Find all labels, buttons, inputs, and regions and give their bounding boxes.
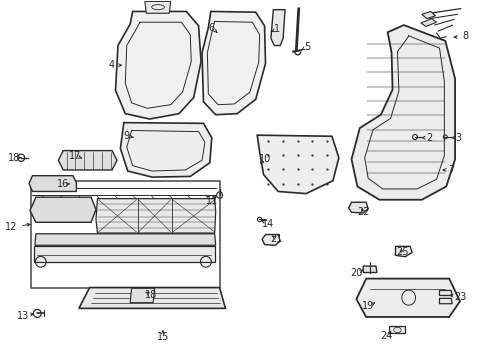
Polygon shape bbox=[145, 1, 171, 13]
Text: 6: 6 bbox=[209, 23, 215, 33]
Polygon shape bbox=[363, 266, 377, 273]
Polygon shape bbox=[34, 246, 215, 262]
Polygon shape bbox=[96, 199, 216, 233]
Text: 19: 19 bbox=[362, 301, 374, 311]
Polygon shape bbox=[58, 150, 117, 170]
Text: 8: 8 bbox=[463, 31, 469, 41]
Text: 16: 16 bbox=[57, 179, 70, 189]
Polygon shape bbox=[30, 197, 96, 222]
Text: 1: 1 bbox=[274, 24, 280, 35]
Text: 11: 11 bbox=[206, 196, 218, 206]
Polygon shape bbox=[35, 234, 216, 245]
Text: 2: 2 bbox=[427, 133, 433, 143]
Polygon shape bbox=[422, 12, 436, 19]
Polygon shape bbox=[440, 291, 452, 296]
Text: 7: 7 bbox=[448, 165, 454, 175]
Polygon shape bbox=[130, 288, 155, 303]
Polygon shape bbox=[202, 12, 266, 115]
Polygon shape bbox=[79, 288, 225, 309]
Text: 9: 9 bbox=[123, 131, 130, 141]
Polygon shape bbox=[356, 279, 460, 317]
Text: 24: 24 bbox=[381, 331, 393, 341]
Text: 21: 21 bbox=[270, 234, 283, 244]
Polygon shape bbox=[395, 246, 412, 257]
Polygon shape bbox=[262, 234, 280, 245]
Text: 20: 20 bbox=[350, 267, 363, 278]
Polygon shape bbox=[271, 10, 285, 45]
Polygon shape bbox=[116, 12, 201, 119]
Text: 12: 12 bbox=[5, 222, 18, 232]
Polygon shape bbox=[421, 19, 437, 27]
Text: 14: 14 bbox=[262, 219, 274, 229]
Text: 22: 22 bbox=[357, 207, 369, 217]
Text: 18: 18 bbox=[8, 153, 21, 163]
Polygon shape bbox=[389, 326, 405, 333]
Text: 15: 15 bbox=[157, 332, 169, 342]
Polygon shape bbox=[351, 25, 455, 200]
Text: 13: 13 bbox=[17, 311, 29, 320]
Polygon shape bbox=[348, 202, 368, 213]
Text: 10: 10 bbox=[259, 154, 271, 164]
Text: 18: 18 bbox=[145, 291, 157, 301]
Text: 23: 23 bbox=[454, 292, 466, 302]
Polygon shape bbox=[121, 123, 212, 177]
Text: 4: 4 bbox=[109, 60, 115, 70]
Text: 5: 5 bbox=[304, 42, 311, 51]
Text: 17: 17 bbox=[69, 150, 81, 161]
Polygon shape bbox=[257, 135, 339, 194]
Text: 25: 25 bbox=[396, 247, 409, 257]
Polygon shape bbox=[440, 298, 452, 304]
Text: 3: 3 bbox=[455, 133, 461, 143]
Polygon shape bbox=[29, 176, 76, 192]
